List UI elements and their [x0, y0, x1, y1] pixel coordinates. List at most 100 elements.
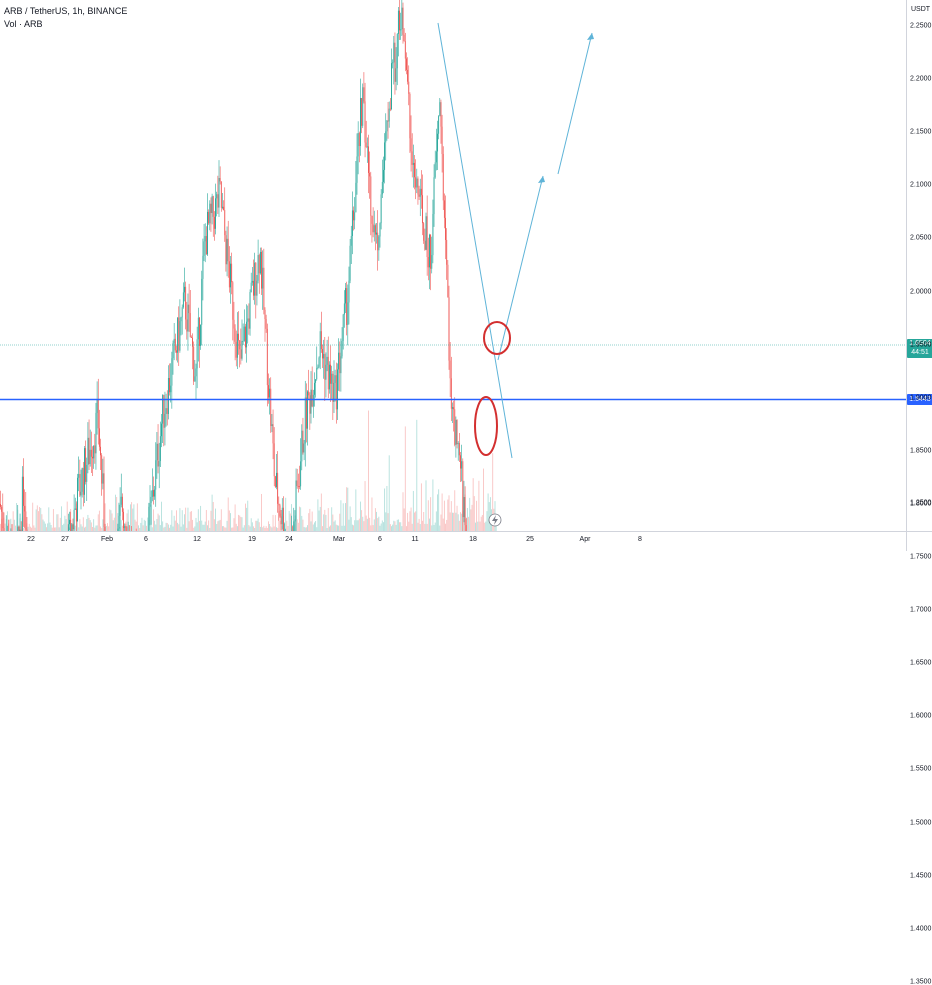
candle-body — [204, 236, 206, 242]
highlight-circle-upper[interactable] — [483, 321, 511, 355]
candle-body — [447, 264, 449, 298]
volume-bar — [343, 525, 345, 531]
time-axis[interactable]: 22 27 Feb 6 12 19 24 Mar 6 11 18 25 Apr 8 — [0, 531, 906, 551]
volume-bar — [240, 516, 242, 531]
volume-bar — [111, 513, 113, 531]
candle-body — [301, 430, 303, 462]
volume-bar — [391, 526, 392, 531]
candle-body — [20, 529, 22, 531]
candle-body — [95, 412, 97, 454]
candle-body — [163, 395, 165, 428]
candle-body — [179, 321, 181, 351]
candle-body — [151, 490, 153, 497]
volume-bar — [289, 513, 291, 531]
volume-bar — [481, 515, 483, 531]
volume-bar — [388, 455, 390, 531]
volume-bar — [258, 522, 260, 531]
candle-body — [323, 353, 325, 359]
volume-bar — [387, 513, 389, 531]
currency-label: USDT — [911, 6, 931, 13]
price-tick-label: 2.0000 — [910, 288, 932, 295]
candle-body — [269, 388, 271, 398]
volume-bar — [143, 519, 145, 531]
candle-body — [245, 326, 246, 348]
candle-body — [328, 364, 330, 390]
price-chart[interactable] — [0, 0, 906, 531]
volume-bar — [366, 518, 368, 531]
volume-bar — [337, 525, 338, 531]
candle-body — [441, 126, 443, 154]
volume-bar — [13, 519, 15, 531]
candle-body — [277, 472, 279, 504]
highlight-circle-lower[interactable] — [474, 396, 498, 456]
volume-bar — [40, 507, 42, 531]
volume-bar — [300, 507, 302, 531]
candle-body — [331, 373, 333, 384]
candle-body — [196, 339, 198, 369]
volume-bar — [23, 527, 24, 531]
candle-body — [155, 460, 157, 490]
volume-bar — [162, 521, 164, 531]
volume-bar — [277, 527, 279, 531]
lightning-icon[interactable] — [488, 513, 502, 527]
candle-body — [25, 511, 27, 530]
volume-bar — [181, 510, 183, 531]
price-tick-label: 1.5000 — [910, 819, 932, 826]
downtrend-line[interactable] — [437, 22, 513, 459]
volume-bar — [327, 508, 329, 531]
price-axis[interactable]: USDT 1.6504 44:51 1.5443 2.2500 2.2000 2.1… — [906, 0, 932, 985]
projection-line-2[interactable] — [557, 32, 593, 175]
candle-body — [379, 223, 381, 237]
volume-bar — [353, 525, 354, 531]
candle-body — [373, 225, 375, 233]
volume-bar — [176, 510, 177, 531]
volume-bar — [95, 525, 97, 531]
volume-bar — [169, 527, 170, 531]
candle-body — [365, 142, 367, 147]
volume-bar — [193, 527, 195, 531]
candle-body — [402, 7, 404, 35]
symbol-title[interactable]: ARB / TetherUS, 1h, BINANCE — [4, 6, 128, 16]
volume-bar — [312, 524, 314, 531]
volume-bar — [488, 502, 490, 531]
volume-bar — [308, 513, 310, 531]
time-tick-label: Feb — [100, 536, 114, 543]
candle-body — [281, 507, 283, 525]
candle-body — [345, 288, 346, 304]
candle-body — [416, 178, 418, 188]
candle-body — [406, 58, 407, 70]
volume-bar — [485, 521, 487, 531]
candle-body — [71, 524, 73, 531]
volume-bar — [448, 495, 450, 531]
candle-body — [309, 395, 311, 414]
volume-bar — [393, 520, 395, 531]
volume-bar — [105, 525, 107, 531]
volume-bar — [370, 525, 372, 531]
time-tick-label: 25 — [526, 536, 534, 543]
candle-body — [1, 506, 3, 512]
volume-bar — [320, 493, 322, 531]
current-price-value: 1.6504 — [909, 340, 931, 347]
volume-bar — [57, 514, 59, 531]
candle-body — [3, 528, 5, 531]
volume-bar — [54, 527, 55, 531]
volume-bar — [426, 523, 428, 531]
volume-bar — [440, 514, 442, 531]
volume-bar — [335, 524, 337, 531]
projection-line-1[interactable] — [497, 175, 544, 361]
volume-bar — [130, 504, 131, 531]
volume-bar — [243, 525, 245, 531]
volume-bar — [255, 520, 257, 531]
candle-body — [442, 153, 444, 201]
volume-bar — [192, 519, 193, 531]
candle-body — [437, 133, 438, 152]
candle-body — [327, 356, 329, 390]
candle-body — [148, 506, 150, 531]
volume-bar — [212, 501, 214, 531]
candle-body — [216, 194, 218, 199]
volume-bar — [379, 525, 381, 531]
candle-body — [261, 251, 262, 289]
candle-body — [457, 443, 459, 445]
volume-indicator-label[interactable]: Vol · ARB — [4, 19, 43, 29]
candle-body — [461, 461, 463, 469]
